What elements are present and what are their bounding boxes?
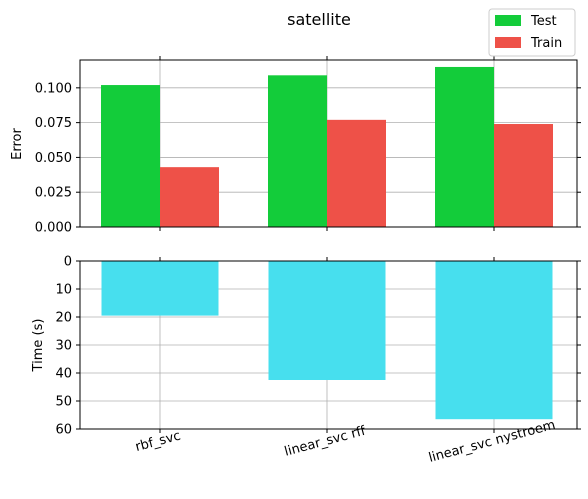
error-ytick-label: 0.075 [35,116,72,131]
error-ytick-label: 0.000 [35,221,72,236]
bar-time-linear_svc-nystroem [435,261,553,420]
error-plot-frame [79,59,578,228]
time-ytick-label: 0 [64,255,72,270]
time-ytick-label: 40 [55,367,72,382]
bar-train-linear_svc-nystroem [494,124,553,227]
error-axes: 0.000 0.025 0.050 0.075 0.100 Error [10,56,581,236]
xtick-label: linear_svc nystroem [427,418,557,466]
chart-title: satellite [287,10,351,29]
bar-train-linear_svc-rff [327,119,386,227]
time-ytick-label: 10 [55,283,72,298]
legend-label-train: Train [530,36,562,51]
error-bars [101,66,553,227]
error-axis-label: Error [10,128,25,160]
time-ytick-label: 30 [55,339,72,354]
legend: Test Train [488,8,576,57]
error-ticks: 0.000 0.025 0.050 0.075 0.100 [35,56,581,236]
time-ytick-label: 60 [55,423,72,438]
xtick-label: rbf_svc [134,429,183,455]
legend-swatch-train [495,37,521,48]
time-axis-label: Time (s) [31,319,46,373]
bar-time-rbf_svc [101,261,219,316]
time-bars [101,261,553,420]
error-ytick-label: 0.050 [35,151,72,166]
bar-test-linear_svc-nystroem [435,66,494,227]
error-ytick-label: 0.100 [35,81,72,96]
time-ytick-label: 50 [55,395,72,410]
bar-test-rbf_svc [101,85,160,227]
bar-time-linear_svc-rff [268,261,386,380]
bar-train-rbf_svc [160,167,219,227]
time-ytick-label: 20 [55,311,72,326]
legend-swatch-test [495,15,521,26]
legend-label-test: Test [530,14,557,29]
bar-test-linear_svc-rff [268,75,327,227]
error-ytick-label: 0.025 [35,186,72,201]
